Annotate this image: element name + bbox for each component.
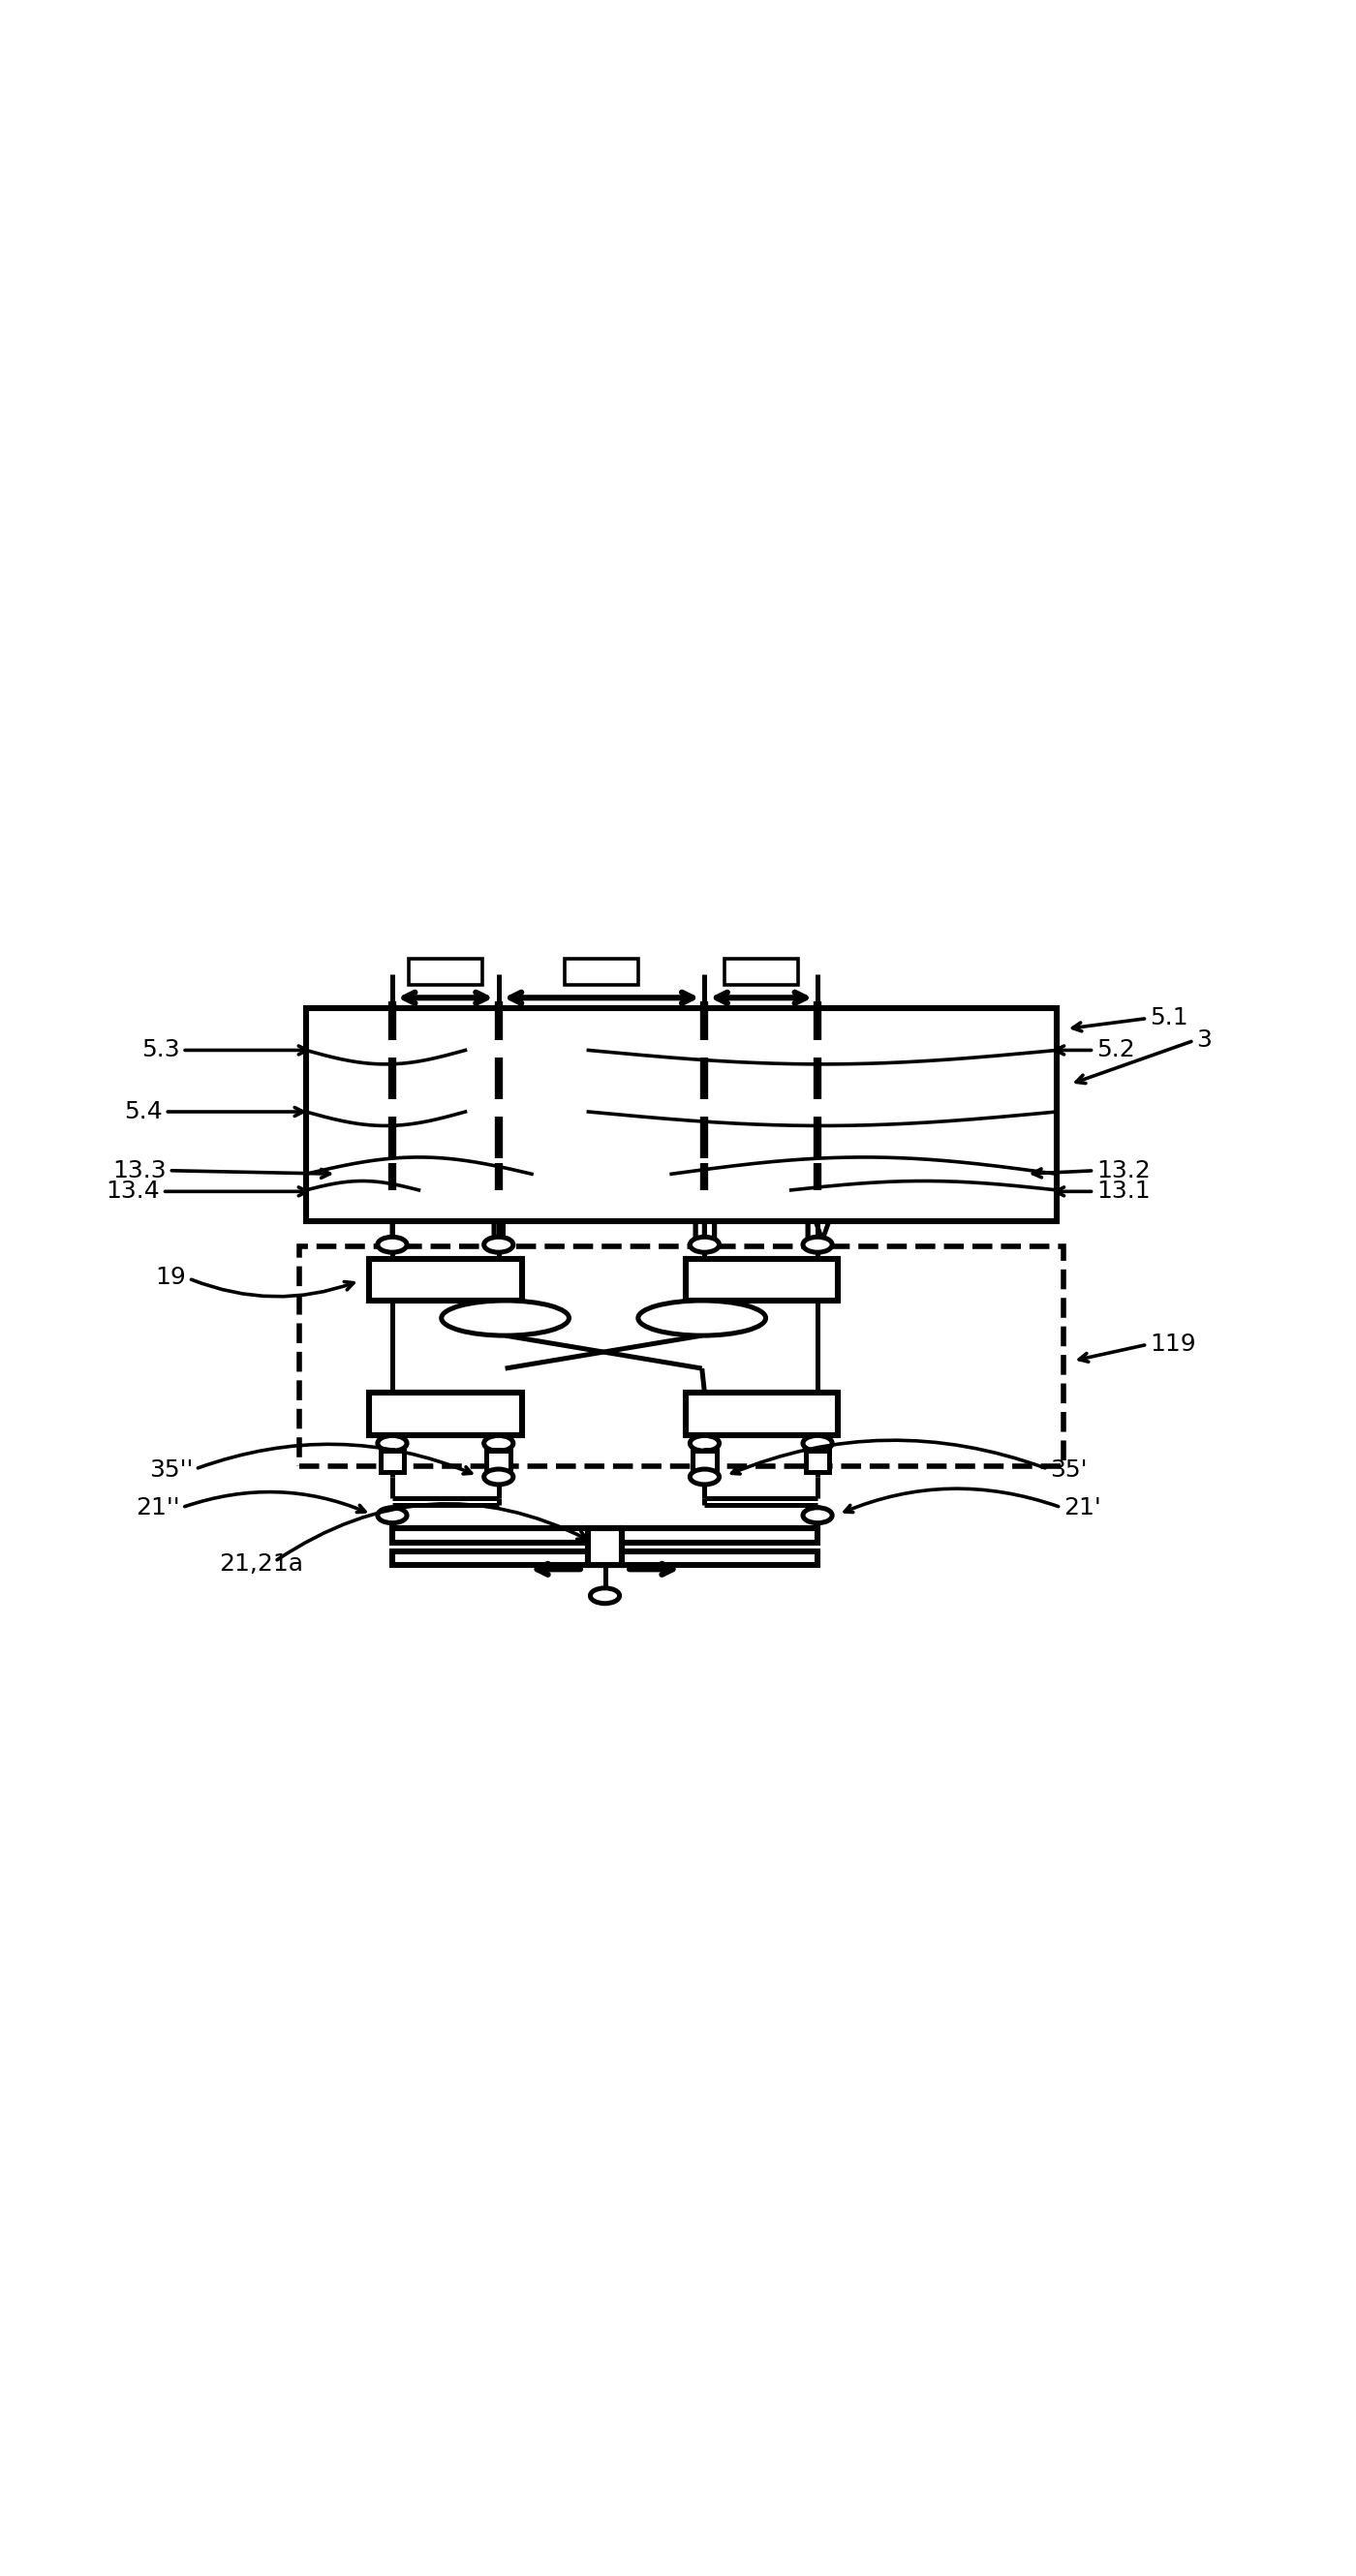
Text: d: d	[435, 958, 456, 987]
Circle shape	[484, 1435, 513, 1450]
Bar	[369, 1260, 522, 1301]
Bar	[392, 1551, 818, 1566]
Text: A: A	[382, 1448, 401, 1471]
Text: IV: IV	[803, 1216, 833, 1244]
Text: 5.2: 5.2	[1097, 1038, 1135, 1061]
Text: I: I	[388, 1216, 397, 1244]
Bar	[392, 1528, 818, 1543]
Text: d: d	[751, 958, 770, 987]
Bar	[693, 1450, 716, 1471]
Bar	[685, 1260, 838, 1301]
Text: III: III	[690, 1216, 720, 1244]
Text: II: II	[488, 1216, 508, 1244]
Bar	[300, 1247, 1063, 1466]
Text: 13.1: 13.1	[1097, 1180, 1150, 1203]
Bar	[724, 958, 797, 984]
Text: 13.3: 13.3	[113, 1159, 167, 1182]
Bar	[306, 1007, 1056, 1221]
Text: B: B	[490, 1448, 507, 1471]
Text: 21,21a: 21,21a	[220, 1553, 304, 1577]
Text: C: C	[696, 1448, 713, 1471]
Bar	[589, 1528, 621, 1566]
Text: 35'': 35''	[149, 1458, 193, 1481]
Ellipse shape	[442, 1301, 570, 1334]
Text: d: d	[593, 958, 612, 987]
Ellipse shape	[639, 1301, 766, 1334]
Bar	[380, 1450, 404, 1471]
Circle shape	[803, 1236, 833, 1252]
Circle shape	[377, 1435, 407, 1450]
Text: 13.2: 13.2	[1097, 1159, 1151, 1182]
Text: 5.3: 5.3	[141, 1038, 179, 1061]
Circle shape	[803, 1507, 833, 1522]
Text: 119: 119	[1150, 1332, 1196, 1355]
Bar	[369, 1394, 522, 1435]
Circle shape	[377, 1507, 407, 1522]
Bar	[410, 958, 481, 984]
Circle shape	[803, 1435, 833, 1450]
Text: 1/8: 1/8	[488, 1309, 522, 1327]
Bar	[487, 1450, 510, 1471]
Circle shape	[377, 1236, 407, 1252]
Text: 5.4: 5.4	[123, 1100, 163, 1123]
Bar	[685, 1394, 838, 1435]
Text: 5.1: 5.1	[1150, 1007, 1188, 1030]
Circle shape	[690, 1236, 719, 1252]
Text: 21': 21'	[1063, 1497, 1101, 1520]
Bar	[805, 1450, 830, 1471]
Text: 35': 35'	[1050, 1458, 1088, 1481]
Text: D: D	[808, 1448, 827, 1471]
Circle shape	[590, 1587, 620, 1602]
Circle shape	[484, 1236, 513, 1252]
Circle shape	[484, 1468, 513, 1484]
Bar	[565, 958, 639, 984]
Circle shape	[690, 1435, 719, 1450]
Text: 3: 3	[1196, 1028, 1212, 1051]
Circle shape	[690, 1468, 719, 1484]
Text: 21'': 21''	[136, 1497, 179, 1520]
Text: 1/8: 1/8	[685, 1309, 719, 1327]
Text: 13.4: 13.4	[106, 1180, 160, 1203]
Text: 19: 19	[156, 1265, 186, 1288]
